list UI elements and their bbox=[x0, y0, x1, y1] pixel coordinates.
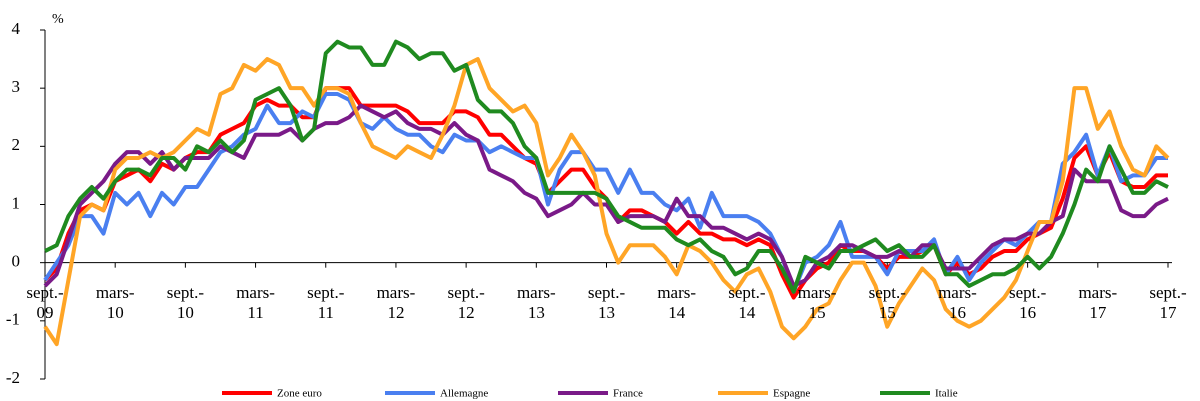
x-tick-label: mars- 17 bbox=[1078, 282, 1118, 322]
x-tick-label: sept.- 11 bbox=[307, 282, 345, 322]
y-tick-label: 0 bbox=[12, 252, 21, 271]
x-tick-label: mars- 16 bbox=[938, 282, 977, 322]
x-tick-label: sept.- 09 bbox=[26, 282, 64, 322]
line-series bbox=[43, 57, 1170, 347]
line-series bbox=[43, 91, 1168, 294]
y-unit: % bbox=[52, 12, 64, 27]
y-tick-label: -2 bbox=[6, 368, 20, 387]
legend-label: France bbox=[613, 388, 643, 400]
y-tick-label: 3 bbox=[12, 77, 21, 96]
x-tick-label: sept.- 13 bbox=[587, 282, 626, 322]
y-tick-label: 4 bbox=[12, 19, 21, 38]
legend-label: Zone euro bbox=[277, 388, 322, 400]
x-tick-label: sept.- 14 bbox=[728, 282, 766, 322]
line-series bbox=[43, 103, 1169, 288]
y-tick-label: 2 bbox=[12, 135, 21, 154]
x-tick-label: sept.- 12 bbox=[447, 282, 485, 322]
x-tick-label: sept.- 10 bbox=[166, 282, 205, 322]
legend-label: Italie bbox=[935, 388, 958, 400]
x-tick-label: sept.- 17 bbox=[1149, 282, 1187, 322]
y-tick-label: 1 bbox=[12, 193, 21, 212]
x-tick-label: mars- 14 bbox=[657, 282, 697, 322]
x-tick-label: sept.- 16 bbox=[1008, 282, 1047, 322]
x-tick-label: sept.- 15 bbox=[868, 282, 906, 322]
line-series bbox=[44, 39, 1169, 294]
legend-label: Allemagne bbox=[440, 388, 488, 400]
x-tick-label: mars- 12 bbox=[376, 282, 416, 322]
legend-label: Espagne bbox=[773, 388, 810, 400]
x-tick-label: mars- 13 bbox=[516, 282, 556, 322]
x-tick-label: mars- 11 bbox=[236, 282, 275, 322]
x-tick-label: mars- 15 bbox=[797, 282, 837, 322]
y-tick-label: -1 bbox=[6, 310, 20, 329]
x-tick-label: mars- 10 bbox=[95, 282, 135, 322]
